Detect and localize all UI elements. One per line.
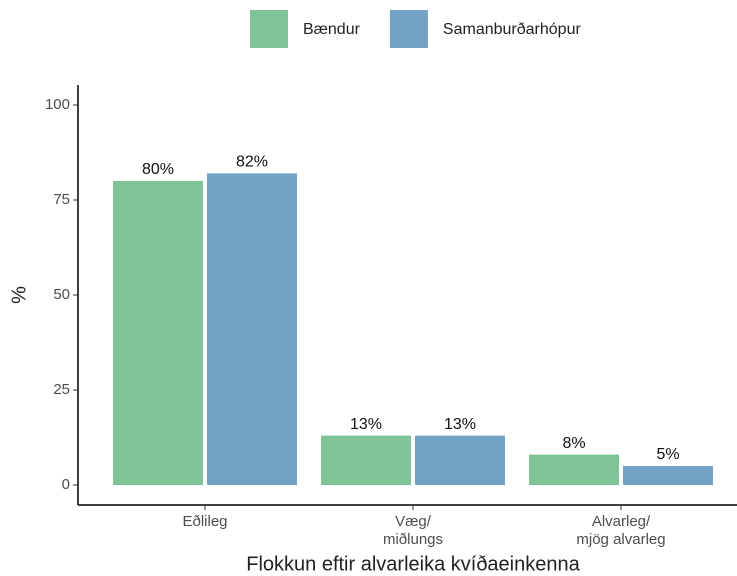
bar [321, 435, 411, 485]
bar [415, 435, 505, 485]
y-tick-label: 25 [53, 381, 70, 398]
x-tick-label-line: Alvarleg/ [592, 513, 651, 530]
value-label: 80% [142, 161, 174, 178]
value-label: 82% [236, 154, 268, 171]
y-tick-label: 0 [62, 476, 70, 493]
bar [207, 173, 297, 485]
x-tick-label: Eðlileg [182, 513, 227, 530]
x-tick-label: Alvarleg/mjög alvarleg [576, 513, 665, 548]
x-tick-label-line: Væg/ [395, 513, 432, 530]
x-tick-label-line: Eðlileg [182, 513, 227, 530]
legend-label: Samanburðarhópur [443, 21, 582, 38]
x-axis-title: Flokkun eftir alvarleika kvíðaeinkenna [246, 553, 580, 575]
bar [529, 454, 619, 485]
legend-swatch [389, 10, 428, 48]
x-tick-label: Væg/miðlungs [383, 513, 443, 548]
x-tick-label-line: mjög alvarleg [576, 531, 665, 548]
y-tick-label: 50 [53, 286, 70, 303]
y-tick-label: 100 [45, 96, 70, 113]
bar [113, 181, 203, 485]
legend-label: Bændur [303, 21, 361, 38]
value-label: 8% [562, 435, 585, 452]
legend-swatch [250, 10, 288, 48]
x-tick-label-line: miðlungs [383, 531, 443, 548]
y-tick-label: 75 [53, 191, 70, 208]
value-label: 13% [350, 416, 382, 433]
y-axis-title: % [8, 286, 30, 304]
value-label: 5% [656, 446, 679, 463]
bar [623, 466, 713, 485]
value-label: 13% [444, 416, 476, 433]
